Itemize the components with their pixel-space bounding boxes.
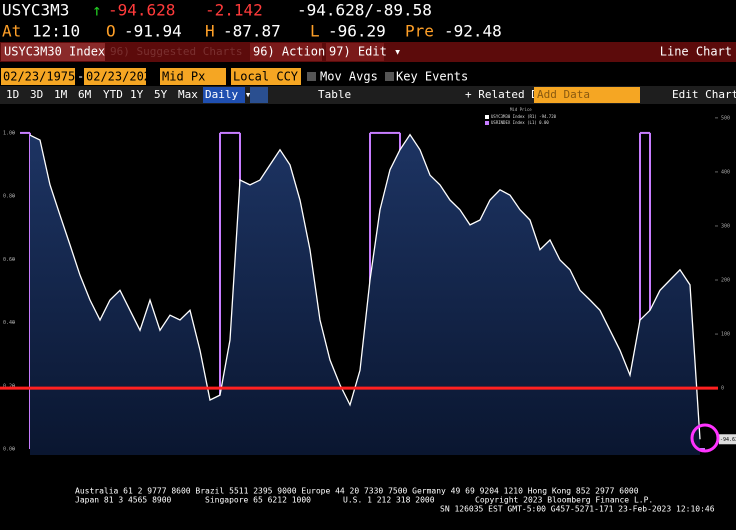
chart-type: Line Chart bbox=[660, 45, 732, 59]
at-label: At bbox=[2, 22, 21, 41]
low: -96.29 bbox=[328, 22, 386, 41]
actions-button-bg[interactable] bbox=[250, 43, 322, 61]
period-button[interactable]: 6M bbox=[78, 88, 92, 101]
period-button[interactable]: 1Y bbox=[130, 88, 144, 101]
suggested-charts[interactable]: 96) Suggested Charts bbox=[110, 45, 242, 58]
time: 12:10 bbox=[32, 22, 80, 41]
footer-us: U.S. 1 212 318 2000 bbox=[343, 496, 435, 505]
actions-button[interactable]: 96) Actions ▾ bbox=[253, 45, 347, 59]
date-separator: - bbox=[77, 70, 84, 84]
footer-copyright: Copyright 2023 Bloomberg Finance L.P. bbox=[475, 496, 653, 505]
high: -87.87 bbox=[223, 22, 281, 41]
y-tick-label: 0.80 bbox=[3, 194, 15, 200]
high-label: H bbox=[205, 22, 215, 41]
footer-singapore: Singapore 65 6212 1000 bbox=[205, 496, 311, 505]
currency[interactable]: Local CCY bbox=[233, 70, 299, 84]
last-value-box bbox=[719, 434, 736, 445]
edit-chart[interactable]: Edit Chart bbox=[672, 88, 736, 101]
end-date-field[interactable] bbox=[84, 68, 146, 85]
key-events-check bbox=[385, 72, 394, 81]
legend-entry: USRINDEX Index (L1) 0.00 bbox=[491, 120, 549, 125]
pre-label: Pre bbox=[405, 22, 434, 41]
net-change: -2.142 bbox=[205, 1, 263, 20]
mov-avgs-check bbox=[307, 72, 316, 81]
period-button[interactable]: 3D bbox=[30, 88, 43, 101]
pre: -92.48 bbox=[444, 22, 502, 41]
low-label: L bbox=[310, 22, 320, 41]
last-value-label: -94.63 bbox=[720, 437, 736, 443]
last-price: -94.628 bbox=[108, 1, 175, 20]
footer-line1: Australia 61 2 9777 8600 Brazil 5511 239… bbox=[75, 487, 639, 496]
table-button[interactable]: Table bbox=[318, 88, 351, 101]
y2-tick-label: 400 bbox=[721, 169, 730, 175]
y2-tick-label: 500 bbox=[721, 115, 730, 121]
add-data-bg[interactable] bbox=[534, 87, 640, 103]
footer-japan: Japan 81 3 4565 8900 bbox=[75, 496, 172, 505]
y-tick-label: 0.20 bbox=[3, 383, 15, 389]
edit-button-bg[interactable] bbox=[326, 43, 384, 61]
line-icon-bg[interactable] bbox=[250, 87, 268, 103]
area bbox=[30, 134, 700, 455]
series-line bbox=[29, 133, 701, 440]
y-tick-label: 0.40 bbox=[3, 320, 15, 326]
period-button[interactable]: 5Y bbox=[154, 88, 168, 101]
security: USYC3M30 Index bbox=[4, 45, 105, 59]
frequency-bg[interactable] bbox=[203, 87, 245, 103]
legend-title: Mid Price bbox=[510, 107, 532, 112]
y-tick-label: 0.60 bbox=[3, 257, 15, 263]
edit-button[interactable]: 97) Edit ▾ bbox=[329, 45, 401, 59]
key-events[interactable]: Key Events bbox=[396, 70, 468, 84]
end-date[interactable]: 02/23/2023 bbox=[86, 70, 158, 84]
start-date-field[interactable] bbox=[1, 68, 75, 85]
add-data[interactable]: Add Data bbox=[537, 88, 590, 101]
y-tick-label: 0.00 bbox=[3, 447, 15, 453]
y2-tick-label: 300 bbox=[721, 223, 730, 229]
day-range: -94.628/-89.58 bbox=[297, 1, 432, 20]
period-button[interactable]: Max bbox=[178, 88, 198, 101]
security-box bbox=[1, 43, 105, 61]
mov-avgs[interactable]: Mov Avgs bbox=[320, 70, 378, 84]
period-button[interactable]: 1M bbox=[54, 88, 68, 101]
price-field-field[interactable] bbox=[160, 68, 226, 85]
y2-tick-label: 200 bbox=[721, 278, 730, 284]
frequency[interactable]: Daily ▾ bbox=[205, 88, 251, 101]
period-button[interactable]: YTD bbox=[103, 88, 123, 101]
open-label: O bbox=[106, 22, 116, 41]
start-date[interactable]: 02/23/1975 bbox=[3, 70, 75, 84]
legend-entry: USYC3M30 Index (R1) -94.720 bbox=[491, 114, 557, 119]
y2-tick-label: 100 bbox=[721, 332, 730, 338]
highlight-circle bbox=[690, 423, 720, 453]
y2-tick-label: 0 bbox=[721, 386, 724, 392]
ticker: USYC3M3 bbox=[2, 1, 69, 20]
footer-line3: SN 126035 EST GMT-5:00 G457-5271-171 23-… bbox=[440, 505, 715, 514]
arrow: ↑ bbox=[92, 1, 102, 20]
legend-swatch bbox=[485, 115, 489, 119]
legend-swatch bbox=[485, 121, 489, 125]
period-button[interactable]: 1D bbox=[6, 88, 19, 101]
currency-field[interactable] bbox=[231, 68, 301, 85]
y-tick-label: 1.00 bbox=[3, 130, 15, 136]
price-field[interactable]: Mid Px bbox=[162, 70, 205, 84]
open: -91.94 bbox=[124, 22, 182, 41]
